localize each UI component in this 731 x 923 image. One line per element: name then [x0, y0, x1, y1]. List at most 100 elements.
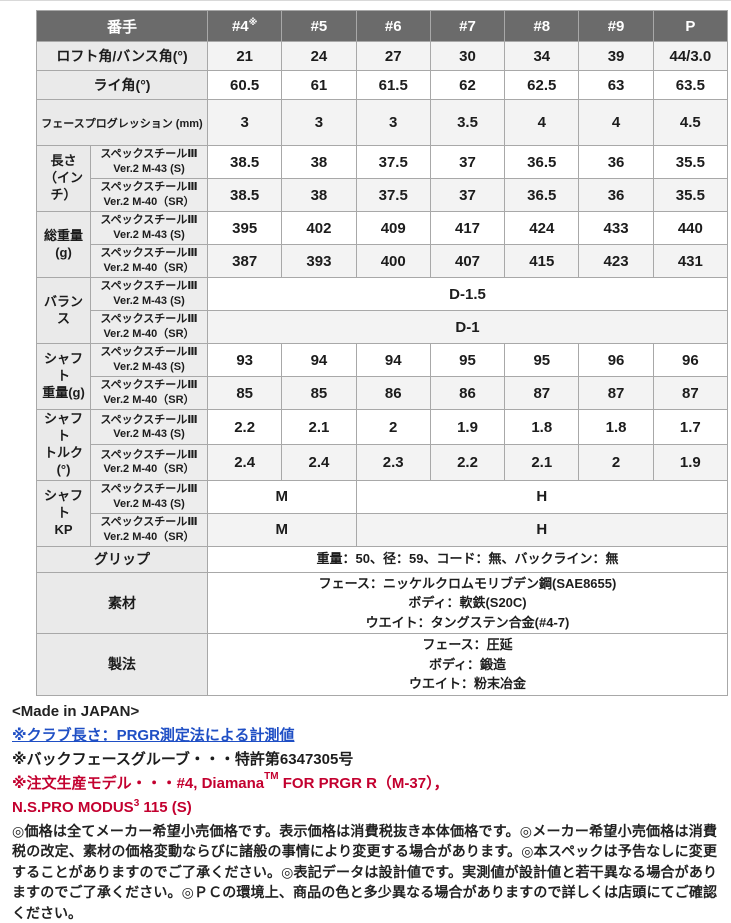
- club-length-note-link[interactable]: ※クラブ長さ：PRGR測定法による計測値: [12, 726, 295, 744]
- spec-value-cell: 93: [207, 343, 283, 377]
- spec-value-cell: 30: [429, 41, 506, 71]
- table-row-fp: フェースプログレッション (mm) 3 3 3 3.5 4 4 4.5: [35, 99, 729, 146]
- spec-value-cell: 86: [429, 376, 506, 410]
- group-row-label-line: シャフト: [43, 411, 83, 443]
- table-row-length-s: 長さ （インチ） スペックスチールⅢ Ver.2 M-43 (S) 38.5 38 37.5…: [36, 145, 729, 212]
- spec-value-cell: 44/3.0: [652, 41, 729, 71]
- spec-value-cell: 85: [207, 376, 283, 410]
- spec-value-cell: 38: [281, 145, 357, 179]
- table-row-shaft-kp-s: シャフト KP スペックスチールⅢ Ver.2 M-43 (S) M H: [36, 479, 729, 547]
- shaft-model-label-line: スペックスチールⅢ: [100, 346, 198, 359]
- shaft-model-label-line: Ver.2 M-43 (S): [113, 295, 185, 307]
- spec-value-cell: 3.5: [429, 99, 506, 146]
- group-row-label: シャフト KP: [36, 479, 91, 547]
- full-width-value-line: ボディ：鍛造: [428, 656, 507, 672]
- spec-value-cell: 38.5: [207, 145, 283, 179]
- group-row-label: 総重量(g): [36, 211, 91, 278]
- spec-value-cell: 395: [207, 211, 283, 245]
- group-row-label-line: KP: [54, 521, 73, 537]
- spec-value-cell: 1.8: [504, 408, 580, 446]
- full-width-value-line: 重量：50、径：59、コード：無、バックライン：無: [316, 551, 619, 567]
- spec-value-cell: 4: [578, 99, 654, 146]
- shaft-model-label: スペックスチールⅢ Ver.2 M-40（SR）: [89, 512, 209, 547]
- spec-value-cell: 1.9: [652, 444, 729, 481]
- shaft-model-label-line: スペックスチールⅢ: [100, 313, 198, 326]
- note-mark-icon: ※: [248, 16, 258, 27]
- group-row-label: シャフト 重量(g): [36, 343, 91, 410]
- spec-value-cell: 37.5: [355, 178, 431, 212]
- spec-value-cell: 1.9: [429, 408, 506, 446]
- spec-value-cell: 96: [652, 343, 729, 377]
- shaft-model-label-line: Ver.2 M-40（SR）: [103, 463, 195, 476]
- spec-value-cell: 35.5: [652, 178, 729, 212]
- column-header-label: #7: [459, 17, 476, 35]
- spec-value-cell: 87: [652, 376, 729, 410]
- spec-value-cell: 3: [281, 99, 357, 146]
- spec-value-cell: 2: [578, 444, 654, 481]
- group-row-label-line: トルク(°): [43, 444, 83, 477]
- spec-value-cell: 24: [281, 41, 357, 71]
- spec-value-cell: 3: [207, 99, 283, 146]
- group-row-label-line: 重量(g): [42, 384, 85, 400]
- spec-value-cell: 433: [578, 211, 654, 245]
- shaft-model-label-line: スペックスチールⅢ: [100, 181, 198, 194]
- shaft-model-label: スペックスチールⅢ Ver.2 M-43 (S): [89, 408, 209, 446]
- spec-value-cell: 400: [355, 244, 431, 278]
- table-row-shaft-weight-s: シャフト 重量(g) スペックスチールⅢ Ver.2 M-43 (S) 93 94 94 95…: [36, 343, 729, 410]
- merged-value-cell: M: [207, 479, 357, 514]
- spec-value-cell: 409: [355, 211, 431, 245]
- made-in-japan-label: <Made in JAPAN>: [12, 702, 140, 720]
- group-row-label-line: 長さ: [50, 153, 77, 169]
- shaft-model-label-line: スペックスチールⅢ: [100, 280, 198, 293]
- merged-value-cell: M: [207, 512, 357, 547]
- table-row-balance-s: バランス スペックスチールⅢ Ver.2 M-43 (S) D-1.5: [36, 277, 728, 344]
- spec-value-cell: 2.2: [207, 408, 283, 446]
- shaft-model-label: スペックスチールⅢ Ver.2 M-43 (S): [89, 479, 209, 514]
- column-header-label: #9: [607, 17, 625, 35]
- column-header: #8: [504, 10, 580, 42]
- spec-value-cell: 85: [281, 376, 357, 410]
- spec-value-cell: 415: [504, 244, 580, 278]
- table-row-balance-sr: スペックスチールⅢ Ver.2 M-40（SR） D-1: [37, 310, 728, 344]
- shaft-model-label: スペックスチールⅢ Ver.2 M-40（SR）: [89, 376, 209, 410]
- full-width-value-line: フェース：ニッケルクロムモリブデン鋼(SAE8655): [318, 575, 617, 591]
- group-row-label: バランス: [36, 277, 91, 344]
- group-row-label: 長さ （インチ）: [36, 145, 91, 212]
- table-header-row: 番手 #4※ #5 #6 #7 #8 #9 P: [35, 10, 729, 42]
- spec-value-cell: 2.4: [281, 444, 357, 481]
- column-header: #4※: [207, 10, 283, 42]
- column-header-label: #8: [533, 17, 551, 35]
- group-row-label-line: シャフト: [43, 351, 83, 384]
- column-header: #6: [355, 10, 431, 42]
- row-label: グリップ: [35, 545, 209, 573]
- full-width-value-line: ウエイト：粉末冶金: [409, 676, 527, 692]
- shaft-model-label-line: Ver.2 M-40（SR）: [103, 196, 195, 208]
- shaft-model-label: スペックスチールⅢ Ver.2 M-40（SR）: [89, 310, 209, 344]
- group-row-label-line: （インチ）: [43, 170, 83, 202]
- spec-value-cell: 96: [578, 343, 654, 377]
- spec-value-cell: 37: [429, 178, 506, 212]
- spec-value-cell: 4.5: [652, 99, 729, 146]
- spec-value-cell: 1.8: [578, 408, 654, 446]
- spec-value-cell: 63: [578, 70, 654, 100]
- shaft-model-label: スペックスチールⅢ Ver.2 M-40（SR）: [89, 178, 209, 212]
- shaft-model-label-line: Ver.2 M-43 (S): [113, 428, 185, 441]
- spec-value-cell: 417: [429, 211, 506, 245]
- spec-value-cell: 62.5: [504, 70, 580, 100]
- backface-groove-note: ※バックフェースグルーブ・・・特許第6347305号: [12, 750, 354, 768]
- column-header: P: [652, 10, 729, 42]
- full-width-value: 重量：50、径：59、コード：無、バックライン：無: [207, 545, 728, 573]
- table-row-grip: グリップ 重量：50、径：59、コード：無、バックライン：無: [35, 545, 728, 573]
- spec-value-cell: 61: [281, 70, 357, 100]
- spec-value-cell: 95: [504, 343, 580, 377]
- spec-value-cell: 36.5: [504, 145, 580, 179]
- footer-notes: <Made in JAPAN> ※クラブ長さ：PRGR測定法による計測値 ※バッ…: [12, 703, 717, 923]
- spec-value-cell: 94: [355, 343, 431, 377]
- table-row-loft: ロフト角/バンス角(°) 21 24 27 30 34 39 44/3.0: [35, 41, 729, 71]
- table-row-lie: ライ角(°) 60.5 61 61.5 62 62.5 63 63.5: [35, 70, 729, 100]
- shaft-model-label-line: スペックスチールⅢ: [100, 448, 198, 461]
- spec-value-cell: 86: [355, 376, 431, 410]
- spec-value-cell: 87: [578, 376, 654, 410]
- full-width-value: フェース：ニッケルクロムモリブデン鋼(SAE8655) ボディ：軟鉄(S20C) ウ…: [207, 571, 728, 635]
- table-row-shaft-weight-sr: スペックスチールⅢ Ver.2 M-40（SR） 85 85 86 86 87 87 87: [37, 376, 729, 410]
